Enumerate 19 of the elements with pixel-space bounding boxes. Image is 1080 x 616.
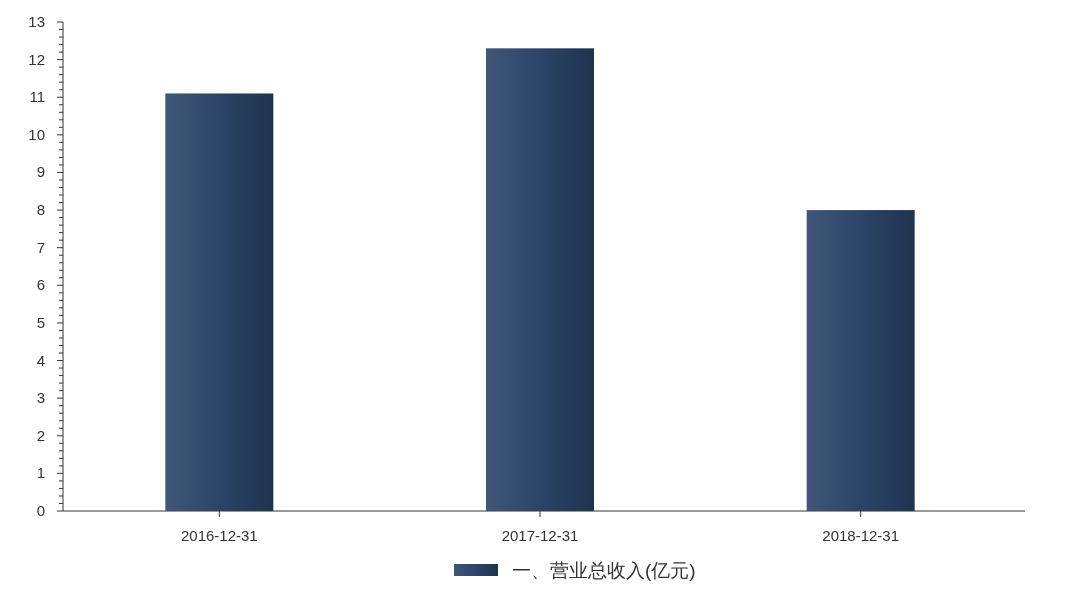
y-tick-label: 5 — [36, 313, 45, 331]
y-tick-label: 13 — [28, 13, 45, 30]
y-tick-label: 8 — [36, 201, 45, 219]
y-tick-label: 9 — [36, 163, 45, 181]
y-tick-label: 6 — [36, 276, 45, 294]
y-tick-label: 12 — [28, 50, 45, 68]
x-tick-label: 2017-12-31 — [501, 527, 579, 544]
x-tick-label: 2018-12-31 — [822, 527, 900, 544]
y-tick-label: 7 — [36, 238, 45, 256]
y-tick-label: 2 — [36, 426, 45, 444]
y-tick-label: 3 — [36, 389, 45, 407]
y-tick-label: 0 — [36, 502, 45, 519]
legend-label: 一、营业总收入(亿元) — [512, 560, 696, 581]
x-tick-label: 2016-12-31 — [180, 527, 258, 544]
y-tick-label: 11 — [29, 88, 45, 106]
legend: 一、营业总收入(亿元) — [454, 560, 696, 581]
y-tick-label: 1 — [36, 464, 45, 482]
y-tick-label: 10 — [28, 125, 45, 143]
y-tick-label: 4 — [36, 351, 45, 369]
